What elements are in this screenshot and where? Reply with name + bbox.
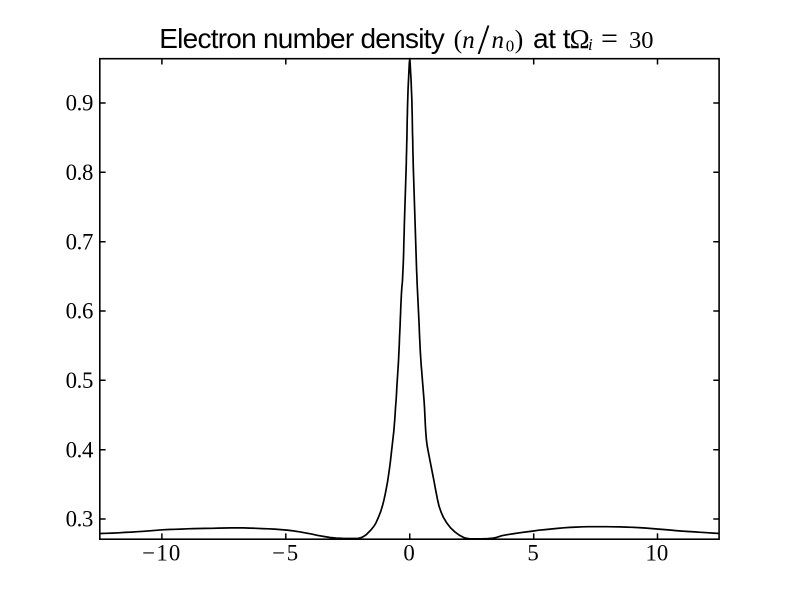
svg-text:−10: −10 [142,540,180,565]
svg-text:0.8: 0.8 [66,160,94,185]
svg-text:−5: −5 [272,540,298,565]
svg-text:0.7: 0.7 [66,229,94,254]
svg-text:Electron number density: Electron number density [159,23,445,54]
svg-text:30: 30 [629,27,654,54]
svg-text:at t: at t [533,23,571,54]
svg-text:0: 0 [506,37,515,56]
svg-text:0.4: 0.4 [66,437,94,462]
svg-text:0.5: 0.5 [66,368,94,393]
svg-text:i: i [588,35,593,54]
svg-text:0.6: 0.6 [66,299,94,324]
svg-text:10: 10 [646,540,669,565]
svg-text:0.9: 0.9 [66,91,94,116]
svg-text:(: ( [454,25,463,54]
svg-text:=: = [601,22,618,55]
svg-text:0: 0 [403,540,414,565]
svg-text:n: n [462,27,475,54]
svg-text:5: 5 [527,540,538,565]
svg-text:): ) [515,25,524,54]
svg-text:/: / [478,17,490,64]
svg-text:Ω: Ω [570,24,590,54]
svg-text:0.3: 0.3 [66,507,94,532]
svg-text:n: n [492,27,505,54]
